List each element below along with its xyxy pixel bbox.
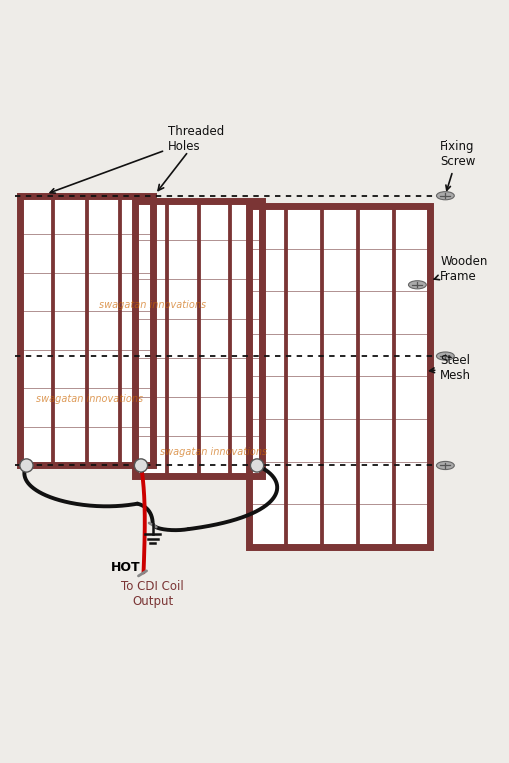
Text: Threaded
Holes: Threaded Holes: [50, 125, 224, 193]
Text: Steel
Mesh: Steel Mesh: [430, 354, 471, 382]
Text: To CDI Coil
Output: To CDI Coil Output: [121, 580, 184, 608]
Text: Wooden
Frame: Wooden Frame: [434, 255, 488, 283]
Bar: [249, 206, 430, 547]
Bar: [20, 196, 153, 465]
Bar: [249, 206, 430, 547]
Text: swagatan innovations: swagatan innovations: [36, 394, 143, 404]
Ellipse shape: [436, 192, 454, 200]
Text: swagatan innovations: swagatan innovations: [160, 447, 267, 457]
Circle shape: [250, 459, 264, 472]
Ellipse shape: [436, 462, 454, 469]
Text: swagatan innovations: swagatan innovations: [99, 300, 206, 310]
Text: HOT: HOT: [110, 562, 140, 575]
Ellipse shape: [436, 352, 454, 360]
Bar: [20, 196, 153, 465]
Circle shape: [134, 459, 148, 472]
Text: Fixing
Screw: Fixing Screw: [440, 140, 475, 190]
Bar: [135, 201, 262, 475]
Ellipse shape: [408, 281, 427, 289]
Circle shape: [20, 459, 33, 472]
Bar: [135, 201, 262, 475]
